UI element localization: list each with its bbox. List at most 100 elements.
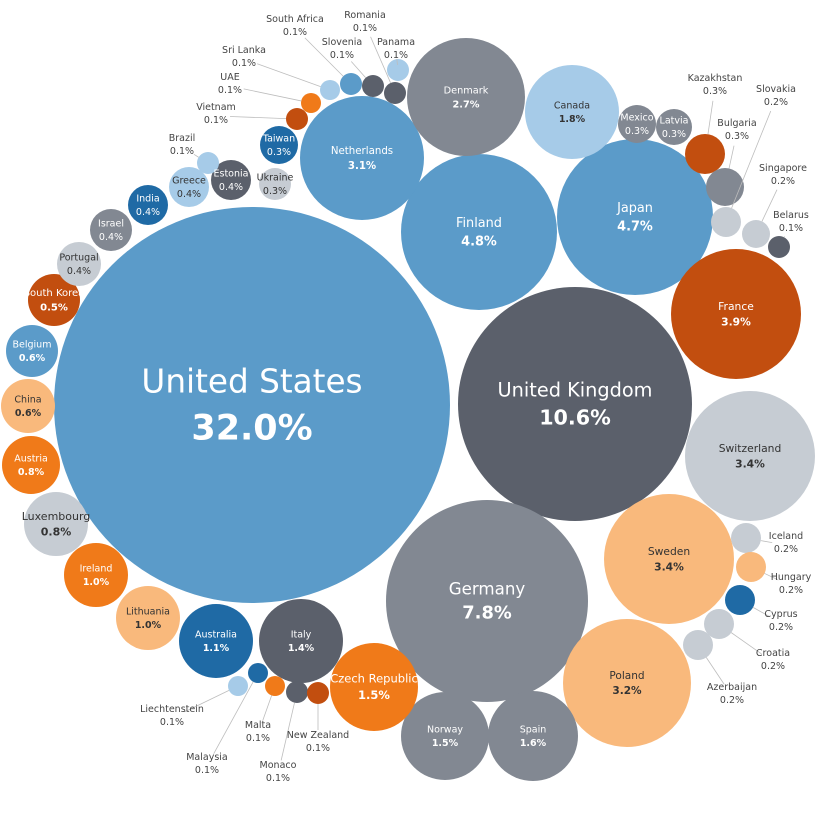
label-name-canada: Canada	[554, 100, 590, 111]
bubble-south-africa	[340, 73, 362, 95]
label-name-romania: Romania	[344, 10, 386, 21]
label-name-bulgaria: Bulgaria	[717, 118, 756, 129]
label-name-malta: Malta	[245, 720, 271, 731]
label-name-hungary: Hungary	[771, 572, 812, 583]
label-name-australia: Australia	[195, 629, 237, 640]
label-value-united-kingdom: 10.6%	[539, 405, 611, 429]
leader-line-slovenia	[350, 61, 367, 79]
bubble-azerbaijan	[683, 630, 713, 660]
label-value-south-korea: 0.5%	[40, 303, 68, 314]
leader-line-hungary	[764, 573, 779, 581]
label-value-bulgaria: 0.3%	[725, 131, 749, 142]
label-value-brazil: 0.1%	[170, 146, 194, 157]
leader-line-liechtenstein	[184, 690, 230, 713]
label-value-luxembourg: 0.8%	[41, 526, 72, 539]
bubble-norway	[401, 692, 489, 780]
bubble-sri-lanka	[320, 80, 340, 100]
bubble-greece	[169, 167, 209, 207]
label-value-greece: 0.4%	[177, 189, 201, 200]
label-name-taiwan: Taiwan	[262, 133, 295, 144]
bubble-australia	[179, 604, 253, 678]
label-name-china: China	[14, 394, 41, 405]
label-name-slovenia: Slovenia	[322, 37, 362, 48]
leader-lines-layer	[184, 36, 785, 761]
label-value-italy: 1.4%	[288, 643, 315, 654]
label-value-latvia: 0.3%	[662, 129, 686, 140]
bubble-netherlands	[300, 96, 424, 220]
bubble-south-korea	[28, 274, 80, 326]
label-name-sri-lanka: Sri Lanka	[222, 45, 266, 56]
label-name-japan: Japan	[616, 201, 653, 216]
label-value-azerbaijan: 0.2%	[720, 695, 744, 706]
label-value-ukraine: 0.3%	[263, 186, 287, 197]
label-value-sweden: 3.4%	[654, 560, 684, 573]
bubble-malta	[265, 676, 285, 696]
label-value-hungary: 0.2%	[779, 585, 803, 596]
label-name-vietnam: Vietnam	[196, 102, 236, 113]
bubble-cyprus	[725, 585, 755, 615]
label-value-liechtenstein: 0.1%	[160, 717, 184, 728]
label-name-poland: Poland	[609, 670, 644, 682]
label-value-norway: 1.5%	[432, 738, 459, 749]
label-value-belgium: 0.6%	[19, 353, 46, 364]
label-value-new-zealand: 0.1%	[306, 743, 330, 754]
bubble-finland	[401, 154, 557, 310]
label-name-azerbaijan: Azerbaijan	[707, 682, 757, 693]
bubble-panama	[387, 59, 409, 81]
label-value-slovenia: 0.1%	[330, 50, 354, 61]
leader-line-azerbaijan	[705, 657, 725, 685]
bubble-denmark	[407, 38, 525, 156]
label-name-italy: Italy	[291, 629, 312, 640]
label-value-taiwan: 0.3%	[267, 147, 291, 158]
bubble-estonia	[211, 160, 251, 200]
bubble-mexico	[618, 105, 656, 143]
label-name-ukraine: Ukraine	[257, 172, 294, 183]
label-value-monaco: 0.1%	[266, 773, 290, 784]
label-value-malaysia: 0.1%	[195, 765, 219, 776]
label-name-germany: Germany	[449, 580, 526, 599]
bubble-sweden	[604, 494, 734, 624]
label-value-panama: 0.1%	[384, 50, 408, 61]
leader-line-sri-lanka	[257, 63, 321, 87]
labels-layer: United States 32.0% United Kingdom 10.6% Ger…	[13, 10, 812, 784]
label-value-france: 3.9%	[721, 315, 751, 328]
label-value-singapore: 0.2%	[771, 176, 795, 187]
bubble-belgium	[6, 325, 58, 377]
label-value-china: 0.6%	[15, 408, 42, 419]
label-value-cyprus: 0.2%	[769, 622, 793, 633]
bubble-switzerland	[685, 391, 815, 521]
bubble-ireland	[64, 543, 128, 607]
bubble-italy	[259, 599, 343, 683]
bubble-austria	[2, 436, 60, 494]
label-name-slovakia: Slovakia	[756, 84, 796, 95]
label-name-iceland: Iceland	[769, 531, 803, 542]
bubble-bulgaria	[706, 168, 744, 206]
label-name-luxembourg: Luxembourg	[22, 510, 91, 523]
bubble-liechtenstein	[228, 676, 248, 696]
label-name-india: India	[136, 193, 159, 204]
bubble-slovakia	[711, 207, 741, 237]
leader-line-croatia	[731, 632, 762, 655]
label-name-austria: Austria	[14, 453, 48, 464]
label-value-austria: 0.8%	[18, 467, 45, 478]
label-name-spain: Spain	[520, 724, 547, 735]
label-value-estonia: 0.4%	[219, 182, 243, 193]
label-name-denmark: Denmark	[444, 85, 489, 96]
bubble-slovenia	[362, 75, 384, 97]
label-name-kazakhstan: Kazakhstan	[688, 73, 743, 84]
label-value-finland: 4.8%	[461, 235, 497, 250]
label-name-estonia: Estonia	[214, 168, 249, 179]
bubble-israel	[90, 209, 132, 251]
label-value-netherlands: 3.1%	[348, 161, 376, 172]
leader-line-uae	[243, 88, 302, 102]
leader-line-kazakhstan	[707, 100, 714, 135]
bubble-singapore	[742, 220, 770, 248]
label-value-croatia: 0.2%	[761, 661, 785, 672]
bubble-uae	[301, 93, 321, 113]
label-value-germany: 7.8%	[462, 603, 512, 624]
bubble-malaysia	[248, 663, 268, 683]
label-name-switzerland: Switzerland	[719, 442, 782, 455]
label-name-uae: UAE	[220, 72, 239, 83]
label-value-south-africa: 0.1%	[283, 27, 307, 38]
